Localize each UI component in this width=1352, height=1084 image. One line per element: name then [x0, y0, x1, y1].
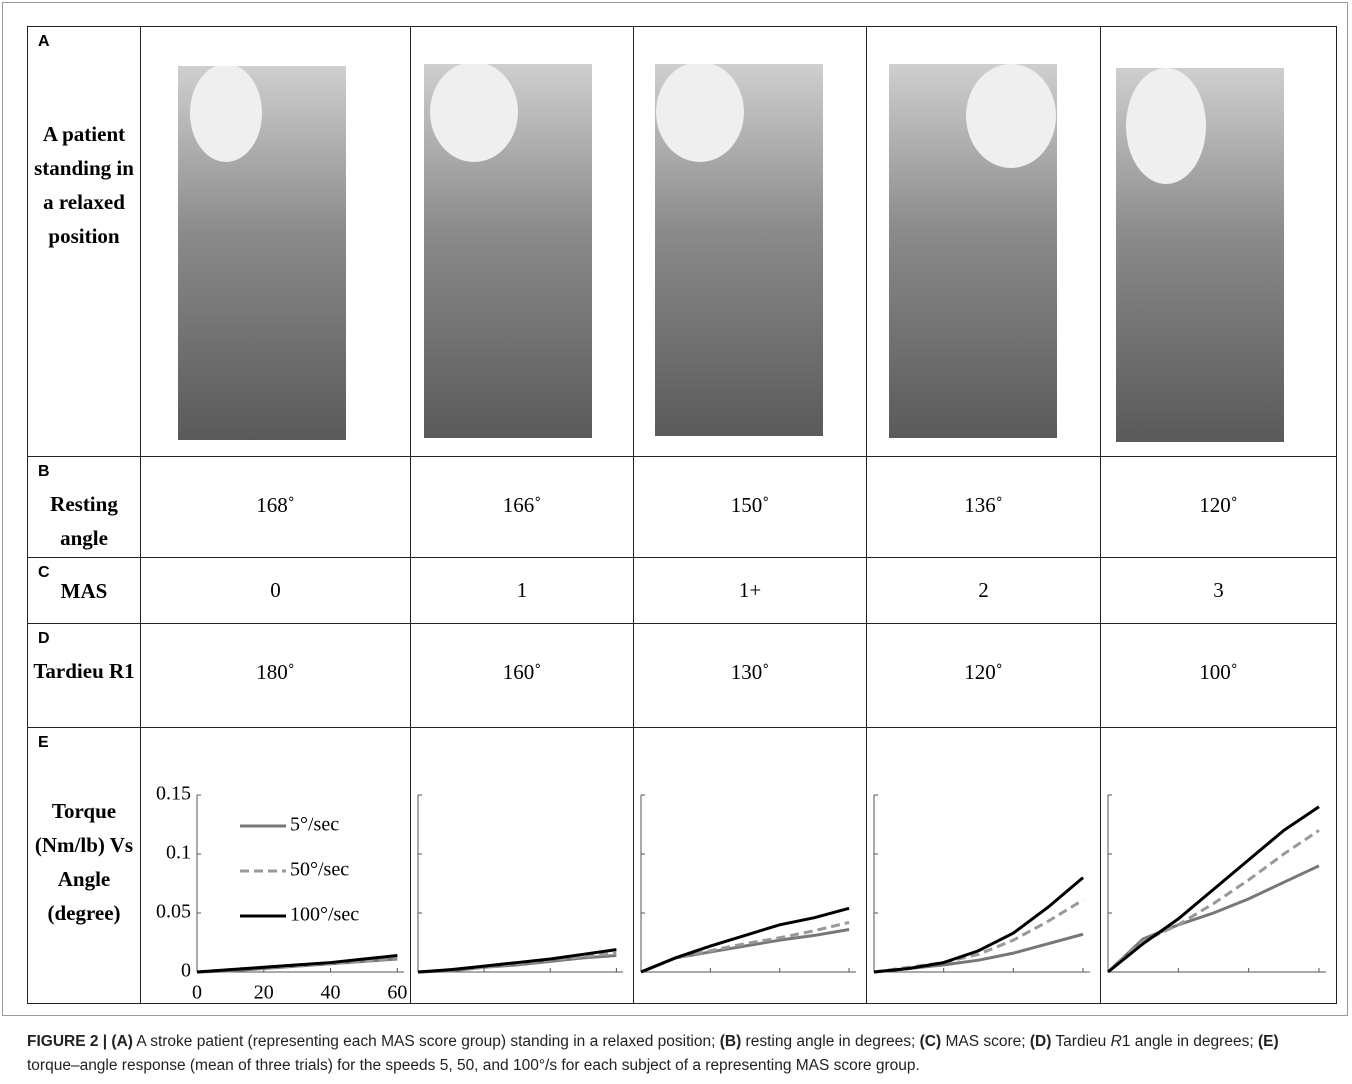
table-cell: 120˚ — [866, 623, 1101, 728]
patient-photo — [1116, 68, 1284, 442]
patient-photo — [889, 64, 1057, 438]
face-mask — [1126, 68, 1206, 184]
torque-line — [640, 906, 850, 974]
figure-frame — [2, 2, 1348, 1016]
caption-text: 1 angle in degrees; — [1121, 1033, 1258, 1050]
table-cell: 2 — [866, 557, 1101, 624]
face-mask — [190, 66, 262, 162]
table-cell: 166˚ — [410, 456, 634, 558]
y-tick-label: 0.05 — [156, 901, 191, 923]
row-letter: C — [38, 564, 50, 581]
table-cell: 160˚ — [410, 623, 634, 728]
table-cell — [1100, 727, 1337, 1004]
caption: FIGURE 2 | (A) A stroke patient (represe… — [27, 1030, 1327, 1078]
face-mask — [656, 64, 744, 162]
cell-value: 2 — [978, 578, 989, 602]
caption-italic: R — [1110, 1033, 1122, 1050]
row-letter: A — [38, 33, 50, 50]
cell-value: 1+ — [738, 578, 762, 602]
legend-label: 100°/sec — [290, 904, 359, 926]
legend-label: 50°/sec — [290, 859, 349, 881]
table-cell: 180˚ — [140, 623, 411, 728]
caption-text: torque–angle response (mean of three tri… — [27, 1057, 920, 1074]
patient-photo — [424, 64, 592, 438]
caption-text: Tardieu — [1051, 1033, 1111, 1050]
caption-text: resting angle in degrees; — [741, 1033, 920, 1050]
row-letter: B — [38, 463, 50, 480]
table-cell: 168˚ — [140, 456, 411, 558]
torque-chart — [640, 794, 856, 974]
table-cell: 1+ — [633, 557, 867, 624]
row-header: Torque (Nm/lb) Vs Angle (degree) — [34, 799, 134, 925]
torque-chart — [873, 794, 1090, 974]
torque-line — [196, 953, 398, 974]
row-header: A patient standing in a relaxed position — [34, 122, 134, 248]
row-header-cell: B Resting angle — [27, 456, 141, 558]
row-header-cell: C MAS — [27, 557, 141, 624]
patient-photo — [655, 64, 823, 436]
cell-value: 166˚ — [502, 493, 542, 517]
cell-value: 130˚ — [730, 660, 770, 684]
caption-text: A stroke patient (representing each MAS … — [132, 1033, 720, 1050]
cell-value: 100˚ — [1199, 660, 1238, 684]
cell-value: 180˚ — [256, 660, 295, 684]
y-tick-label: 0.1 — [166, 842, 191, 864]
cell-value: 160˚ — [502, 660, 542, 684]
cell-value: 168˚ — [256, 493, 295, 517]
face-mask — [966, 64, 1056, 168]
row-letter: E — [38, 734, 49, 751]
torque-chart — [1106, 794, 1326, 974]
cell-value: 136˚ — [964, 493, 1003, 517]
row-header: MAS — [60, 579, 108, 603]
torque-chart: 0 20 40 60 0 0.05 0.1 0.15 5°/sec 50°/sec 100°/sec — [156, 783, 407, 1002]
caption-text: MAS score; — [941, 1033, 1030, 1050]
x-tick-label: 20 — [254, 982, 274, 1002]
table-cell: 130˚ — [633, 623, 867, 728]
caption-bold: (C) — [919, 1033, 942, 1050]
torque-line — [1107, 805, 1320, 974]
x-tick-label: 0 — [192, 982, 202, 1002]
x-tick-label: 40 — [321, 982, 341, 1002]
table-cell: 1 — [410, 557, 634, 624]
cell-value: 3 — [1213, 578, 1224, 602]
torque-line — [873, 876, 1085, 974]
row-header-cell: D Tardieu R1 — [27, 623, 141, 728]
table-cell: 3 — [1100, 557, 1337, 624]
table-cell: 100˚ — [1100, 623, 1337, 728]
table-cell: 0 — [140, 557, 411, 624]
table-cell: 120˚ — [1100, 456, 1337, 558]
caption-bold: FIGURE 2 | (A) — [27, 1033, 133, 1050]
cell-value: 0 — [270, 578, 281, 602]
legend-label: 5°/sec — [290, 814, 339, 836]
caption-bold: (E) — [1257, 1033, 1279, 1050]
torque-chart — [417, 794, 623, 974]
face-mask — [430, 64, 518, 162]
torque-line — [1107, 829, 1320, 974]
x-tick-label: 60 — [387, 982, 407, 1002]
cell-value: 120˚ — [964, 660, 1003, 684]
cell-value: 150˚ — [730, 493, 770, 517]
caption-bold: (B) — [719, 1033, 742, 1050]
caption-bold: (D) — [1029, 1033, 1052, 1050]
y-tick-label: 0 — [181, 960, 191, 982]
patient-photo — [178, 66, 346, 440]
torque-line — [1106, 864, 1320, 974]
row-header-cell: A A patient standing in a relaxed positio… — [27, 26, 141, 457]
y-tick-label: 0.15 — [156, 783, 191, 805]
cell-value: 1 — [516, 578, 528, 602]
torque-line — [417, 948, 617, 974]
cell-value: 120˚ — [1199, 493, 1238, 517]
table-cell: 150˚ — [633, 456, 867, 558]
table-cell: 136˚ — [866, 456, 1101, 558]
row-header: Resting angle — [50, 492, 118, 550]
row-header-cell: E Torque (Nm/lb) Vs Angle (degree) — [27, 727, 141, 1004]
row-header: Tardieu R1 — [33, 659, 135, 683]
row-letter: D — [38, 630, 50, 647]
